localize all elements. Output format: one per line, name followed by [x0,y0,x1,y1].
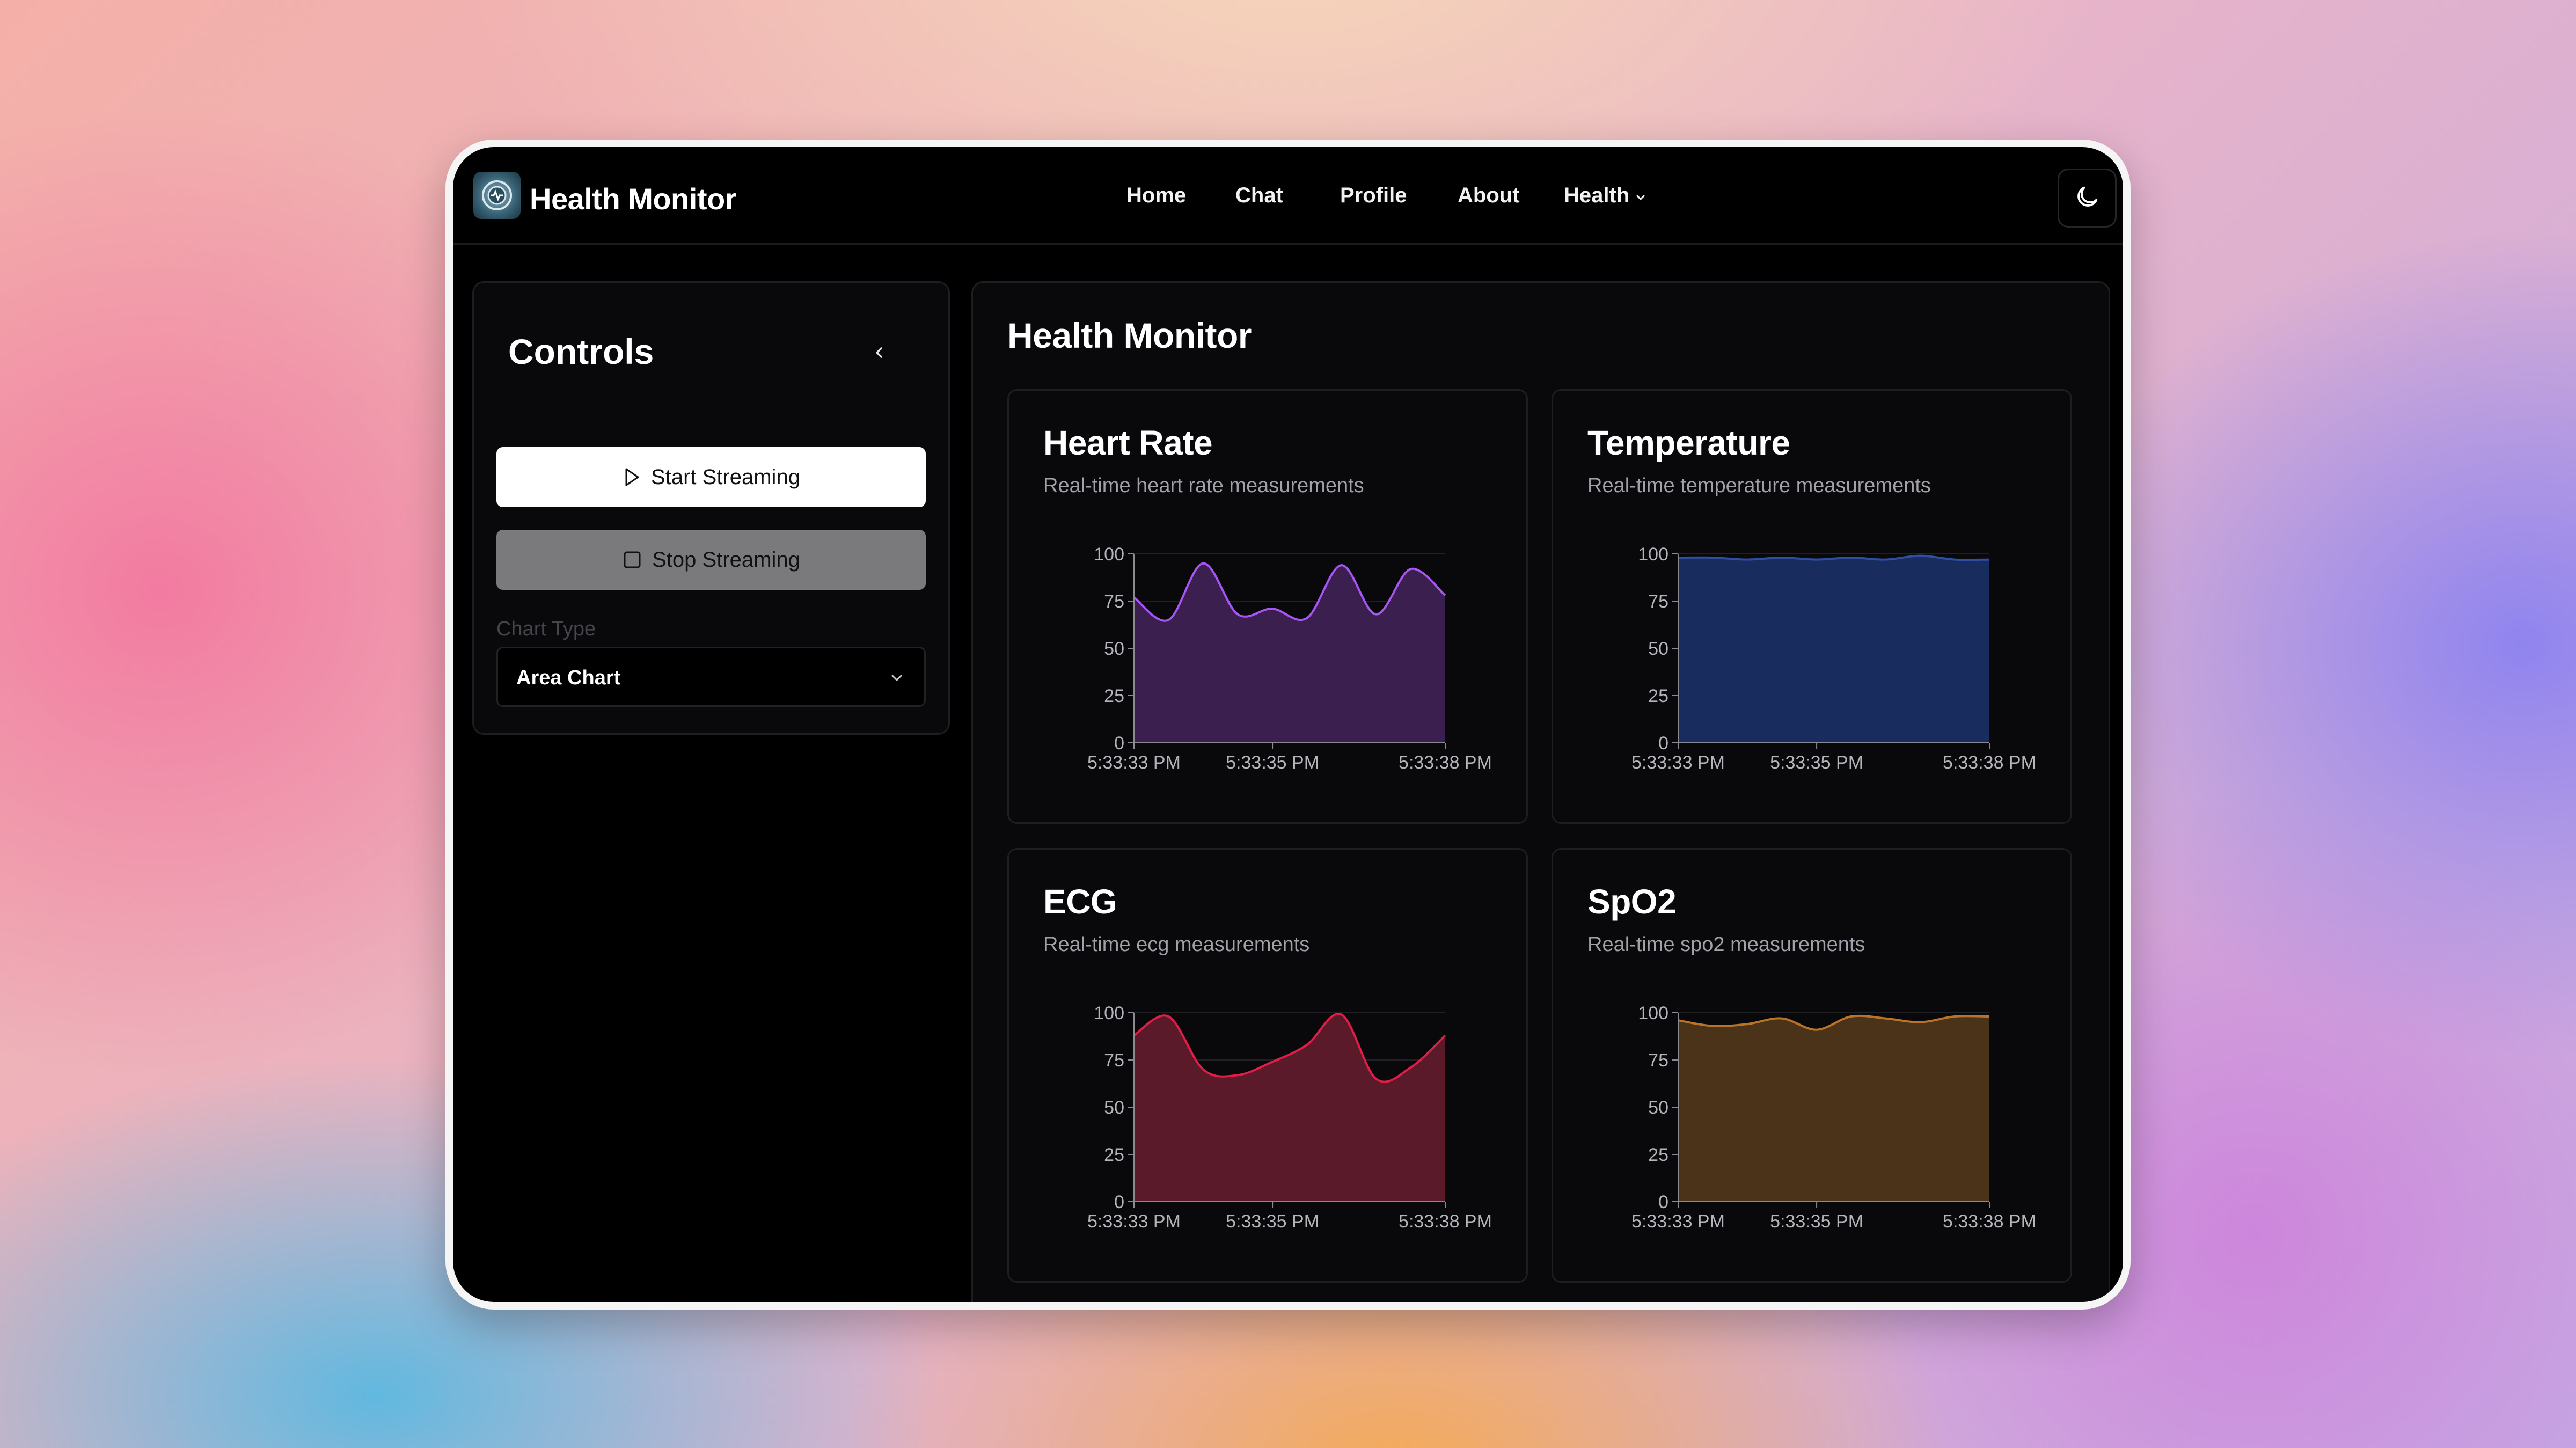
y-tick-label: 100 [1638,1003,1668,1023]
card-title: ECG [1043,882,1117,921]
spo2-chart: 0 25 50 75 100 5:33:33 PM 5:33:35 PM 5:33:38 PM [1631,1003,2036,1232]
x-tick-label: 5:33:38 PM [1399,1211,1492,1232]
health-monitor-logo-icon[interactable] [473,172,521,219]
ecg-card: ECG Real-time ecg measurements 0 25 50 75 10… [1007,848,1528,1283]
series-line [1133,1013,1446,1083]
theme-toggle-button[interactable] [2058,169,2117,228]
nav-profile[interactable]: Profile [1340,184,1407,207]
x-tick-label: 5:33:33 PM [1087,1211,1181,1232]
nav-home[interactable]: Home [1126,184,1187,207]
heart-rate-card: Heart Rate Real-time heart rate measurem… [1007,389,1528,824]
stop-streaming-label: Stop Streaming [652,547,800,572]
y-tick-label: 100 [1094,1003,1124,1023]
temperature-chart: 0 25 50 75 100 5:33:33 PM 5:33:35 PM 5:33:38 PM [1631,544,2036,773]
square-icon [622,550,642,570]
chart-type-label: Chart Type [496,618,596,640]
card-title: SpO2 [1587,882,1677,921]
area-fill [1678,555,1989,743]
x-tick-label: 5:33:35 PM [1226,752,1319,773]
x-tick-label: 5:33:35 PM [1226,1211,1319,1232]
card-description: Real-time spo2 measurements [1587,933,1865,956]
chevron-down-icon [888,669,906,690]
app-window: Health Monitor Home Chat Profile About H… [445,140,2131,1310]
series-line [1133,562,1446,622]
y-tick-label: 0 [1114,733,1124,754]
heart-rate-chart: 0 25 50 75 100 5:33:33 PM 5:33:35 PM 5:33:38 PM [1087,544,1492,773]
y-tick-label: 75 [1104,1050,1124,1071]
stop-streaming-button[interactable]: Stop Streaming [496,530,926,590]
y-tick-label: 0 [1658,1192,1668,1212]
y-tick-label: 25 [1104,686,1124,706]
series-line [1678,554,1990,561]
area-fill [1134,1014,1445,1202]
app-title[interactable]: Health Monitor [530,182,736,216]
x-tick-label: 5:33:33 PM [1087,752,1181,773]
y-tick-label: 50 [1104,639,1124,659]
card-description: Real-time heart rate measurements [1043,474,1364,497]
x-tick-label: 5:33:33 PM [1631,752,1725,773]
y-tick-label: 25 [1648,1145,1668,1165]
nav-chat[interactable]: Chat [1235,184,1283,207]
card-title: Temperature [1587,423,1790,462]
x-tick-label: 5:33:38 PM [1943,1211,2036,1232]
controls-title: Controls [508,332,654,371]
collapse-sidebar-button[interactable] [868,342,890,363]
nav-health-label: Health [1564,184,1630,207]
y-tick-label: 50 [1104,1098,1124,1118]
y-tick-label: 50 [1648,639,1668,659]
y-tick-label: 100 [1638,544,1668,565]
start-streaming-label: Start Streaming [651,465,800,489]
play-icon [622,466,641,488]
y-tick-label: 100 [1094,544,1124,565]
series-line [1678,1014,1990,1031]
controls-sidebar: Controls Start Streaming Stop Streaming … [472,281,950,735]
main-content: Health Monitor Heart Rate Real-time hear… [971,281,2110,1302]
y-tick-label: 0 [1114,1192,1124,1212]
area-fill [1134,563,1445,743]
chart-type-select[interactable]: Area Chart [496,647,926,707]
chevron-down-icon [1635,185,1646,209]
y-tick-label: 25 [1648,686,1668,706]
y-tick-label: 50 [1648,1098,1668,1118]
card-description: Real-time ecg measurements [1043,933,1310,956]
main-title: Health Monitor [1007,316,1252,355]
moon-icon [2073,183,2101,214]
x-tick-label: 5:33:38 PM [1399,752,1492,773]
y-tick-label: 75 [1648,1050,1668,1071]
x-tick-label: 5:33:35 PM [1770,1211,1863,1232]
x-tick-label: 5:33:33 PM [1631,1211,1725,1232]
y-tick-label: 25 [1104,1145,1124,1165]
chart-type-value: Area Chart [516,667,621,689]
nav-health-dropdown[interactable]: Health [1564,184,1646,209]
area-fill [1678,1015,1989,1202]
card-title: Heart Rate [1043,423,1213,462]
y-tick-label: 75 [1104,591,1124,612]
x-tick-label: 5:33:35 PM [1770,752,1863,773]
temperature-card: Temperature Real-time temperature measur… [1552,389,2072,824]
top-navbar: Health Monitor Home Chat Profile About H… [453,147,2123,245]
nav-about[interactable]: About [1458,184,1520,207]
ecg-chart: 0 25 50 75 100 5:33:33 PM 5:33:35 PM 5:33:38 PM [1087,1003,1492,1232]
card-description: Real-time temperature measurements [1587,474,1931,497]
spo2-card: SpO2 Real-time spo2 measurements 0 25 50 75… [1552,848,2072,1283]
main-nav: Home Chat Profile About Health [453,184,2123,210]
y-tick-label: 75 [1648,591,1668,612]
x-tick-label: 5:33:38 PM [1943,752,2036,773]
start-streaming-button[interactable]: Start Streaming [496,447,926,507]
y-tick-label: 0 [1658,733,1668,754]
chevron-left-icon [868,347,890,365]
